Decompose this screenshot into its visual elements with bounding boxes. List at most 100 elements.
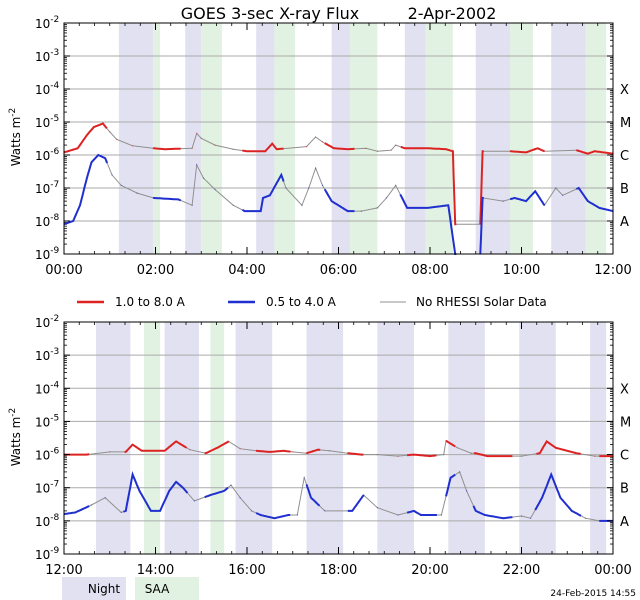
night-band xyxy=(448,322,485,554)
data-point-short xyxy=(466,490,468,492)
data-point-short xyxy=(214,188,216,191)
data-point-long xyxy=(102,122,104,125)
x-tick-label: 16:00 xyxy=(228,563,265,578)
data-point-short xyxy=(321,184,324,186)
data-point-short xyxy=(202,177,205,179)
data-point-short xyxy=(484,514,486,516)
data-point-short xyxy=(502,200,504,202)
data-point-short xyxy=(550,473,552,476)
flare-class-label: M xyxy=(620,415,631,430)
x-tick-label: 18:00 xyxy=(320,563,357,578)
flare-class-label: C xyxy=(620,449,629,464)
data-point-long xyxy=(365,147,367,149)
data-point-short xyxy=(360,210,362,212)
data-point-long xyxy=(132,145,134,147)
y-tick-label: 10-4 xyxy=(35,81,60,97)
data-point-long xyxy=(587,153,589,155)
data-point-short xyxy=(260,210,262,212)
flare-class-label: B xyxy=(620,182,629,197)
legend-saa-box xyxy=(135,577,199,600)
data-point-short xyxy=(223,490,225,492)
data-point-long xyxy=(264,150,266,152)
data-point-short xyxy=(273,517,276,519)
y-tick-label: 10-2 xyxy=(35,15,59,31)
series-long-line xyxy=(256,449,291,453)
data-point-short xyxy=(534,190,536,192)
series-short-line xyxy=(153,196,182,202)
saa-band xyxy=(144,322,161,554)
data-point-short xyxy=(159,510,161,512)
data-point-short xyxy=(104,497,106,499)
data-point-short xyxy=(251,510,253,512)
data-point-short xyxy=(530,517,532,519)
data-point-short xyxy=(562,194,564,196)
data-point-short xyxy=(447,204,449,206)
series-short-line xyxy=(305,484,321,507)
data-point-short xyxy=(150,510,152,512)
data-point-long xyxy=(443,454,445,456)
y-tick-label: 10-9 xyxy=(35,246,60,262)
flare-class-label: C xyxy=(620,149,629,164)
data-point-short xyxy=(120,511,122,513)
legend-nodata-label: No RHESSI Solar Data xyxy=(416,295,547,309)
saa-band xyxy=(425,23,453,254)
svg-text:Watts m-2: Watts m-2 xyxy=(8,108,23,167)
series-short-line xyxy=(472,505,513,520)
data-point-long xyxy=(397,455,399,457)
data-point-short xyxy=(587,200,589,202)
series-short-line xyxy=(347,494,365,512)
data-point-long xyxy=(86,134,88,136)
night-band xyxy=(96,322,131,554)
night-band xyxy=(404,23,426,254)
flare-class-label: X xyxy=(620,382,629,397)
data-point-long xyxy=(200,137,202,139)
data-point-short xyxy=(285,187,287,189)
data-point-long xyxy=(575,452,578,454)
data-point-short xyxy=(132,473,134,476)
x-tick-label: 14:00 xyxy=(137,563,174,578)
data-point-long xyxy=(546,440,548,442)
data-point-long xyxy=(479,223,481,225)
y-tick-label: 10-7 xyxy=(35,480,59,496)
data-point-short xyxy=(376,507,378,509)
data-point-long xyxy=(283,450,285,452)
data-point-long xyxy=(594,455,596,457)
data-point-long xyxy=(347,148,349,150)
data-point-short xyxy=(168,490,170,492)
data-point-short xyxy=(74,511,76,513)
data-point-long xyxy=(276,148,278,150)
data-point-short xyxy=(331,200,333,202)
data-point-short xyxy=(555,187,557,189)
data-point-long xyxy=(116,138,118,140)
series-long-line xyxy=(63,122,108,154)
series-short-line xyxy=(509,189,546,206)
data-point-short xyxy=(260,514,262,516)
series-short-line xyxy=(63,505,90,516)
panel-morning: 10-9 10-8 10-7 10-6 10-5 10-4 10-3 10-2 A B C M X 00:… xyxy=(35,15,632,278)
night-band xyxy=(519,322,556,554)
data-point-short xyxy=(324,510,326,512)
data-point-long xyxy=(269,451,271,453)
legend-night-label: Night xyxy=(88,582,121,596)
flare-class-label: X xyxy=(620,83,629,98)
data-point-short xyxy=(79,204,81,206)
data-point-short xyxy=(244,210,246,212)
data-point-long xyxy=(429,455,431,457)
series-long-line xyxy=(400,145,457,226)
y-tick-label: 10-5 xyxy=(35,413,59,429)
data-point-long xyxy=(175,440,177,442)
data-point-long xyxy=(271,143,273,145)
data-point-short xyxy=(296,514,298,516)
data-point-short xyxy=(420,514,422,516)
data-point-long xyxy=(205,452,207,454)
data-point-long xyxy=(539,452,541,454)
y-axis-title-top: Watts m-2 xyxy=(8,108,23,167)
data-point-short xyxy=(280,174,282,176)
data-point-long xyxy=(413,454,415,456)
y-axis-title-bottom: Watts m-2 xyxy=(8,408,23,467)
data-point-short xyxy=(520,515,523,517)
data-point-short xyxy=(559,497,562,499)
x-tick-label: 12:00 xyxy=(594,263,631,278)
data-point-long xyxy=(376,150,378,152)
